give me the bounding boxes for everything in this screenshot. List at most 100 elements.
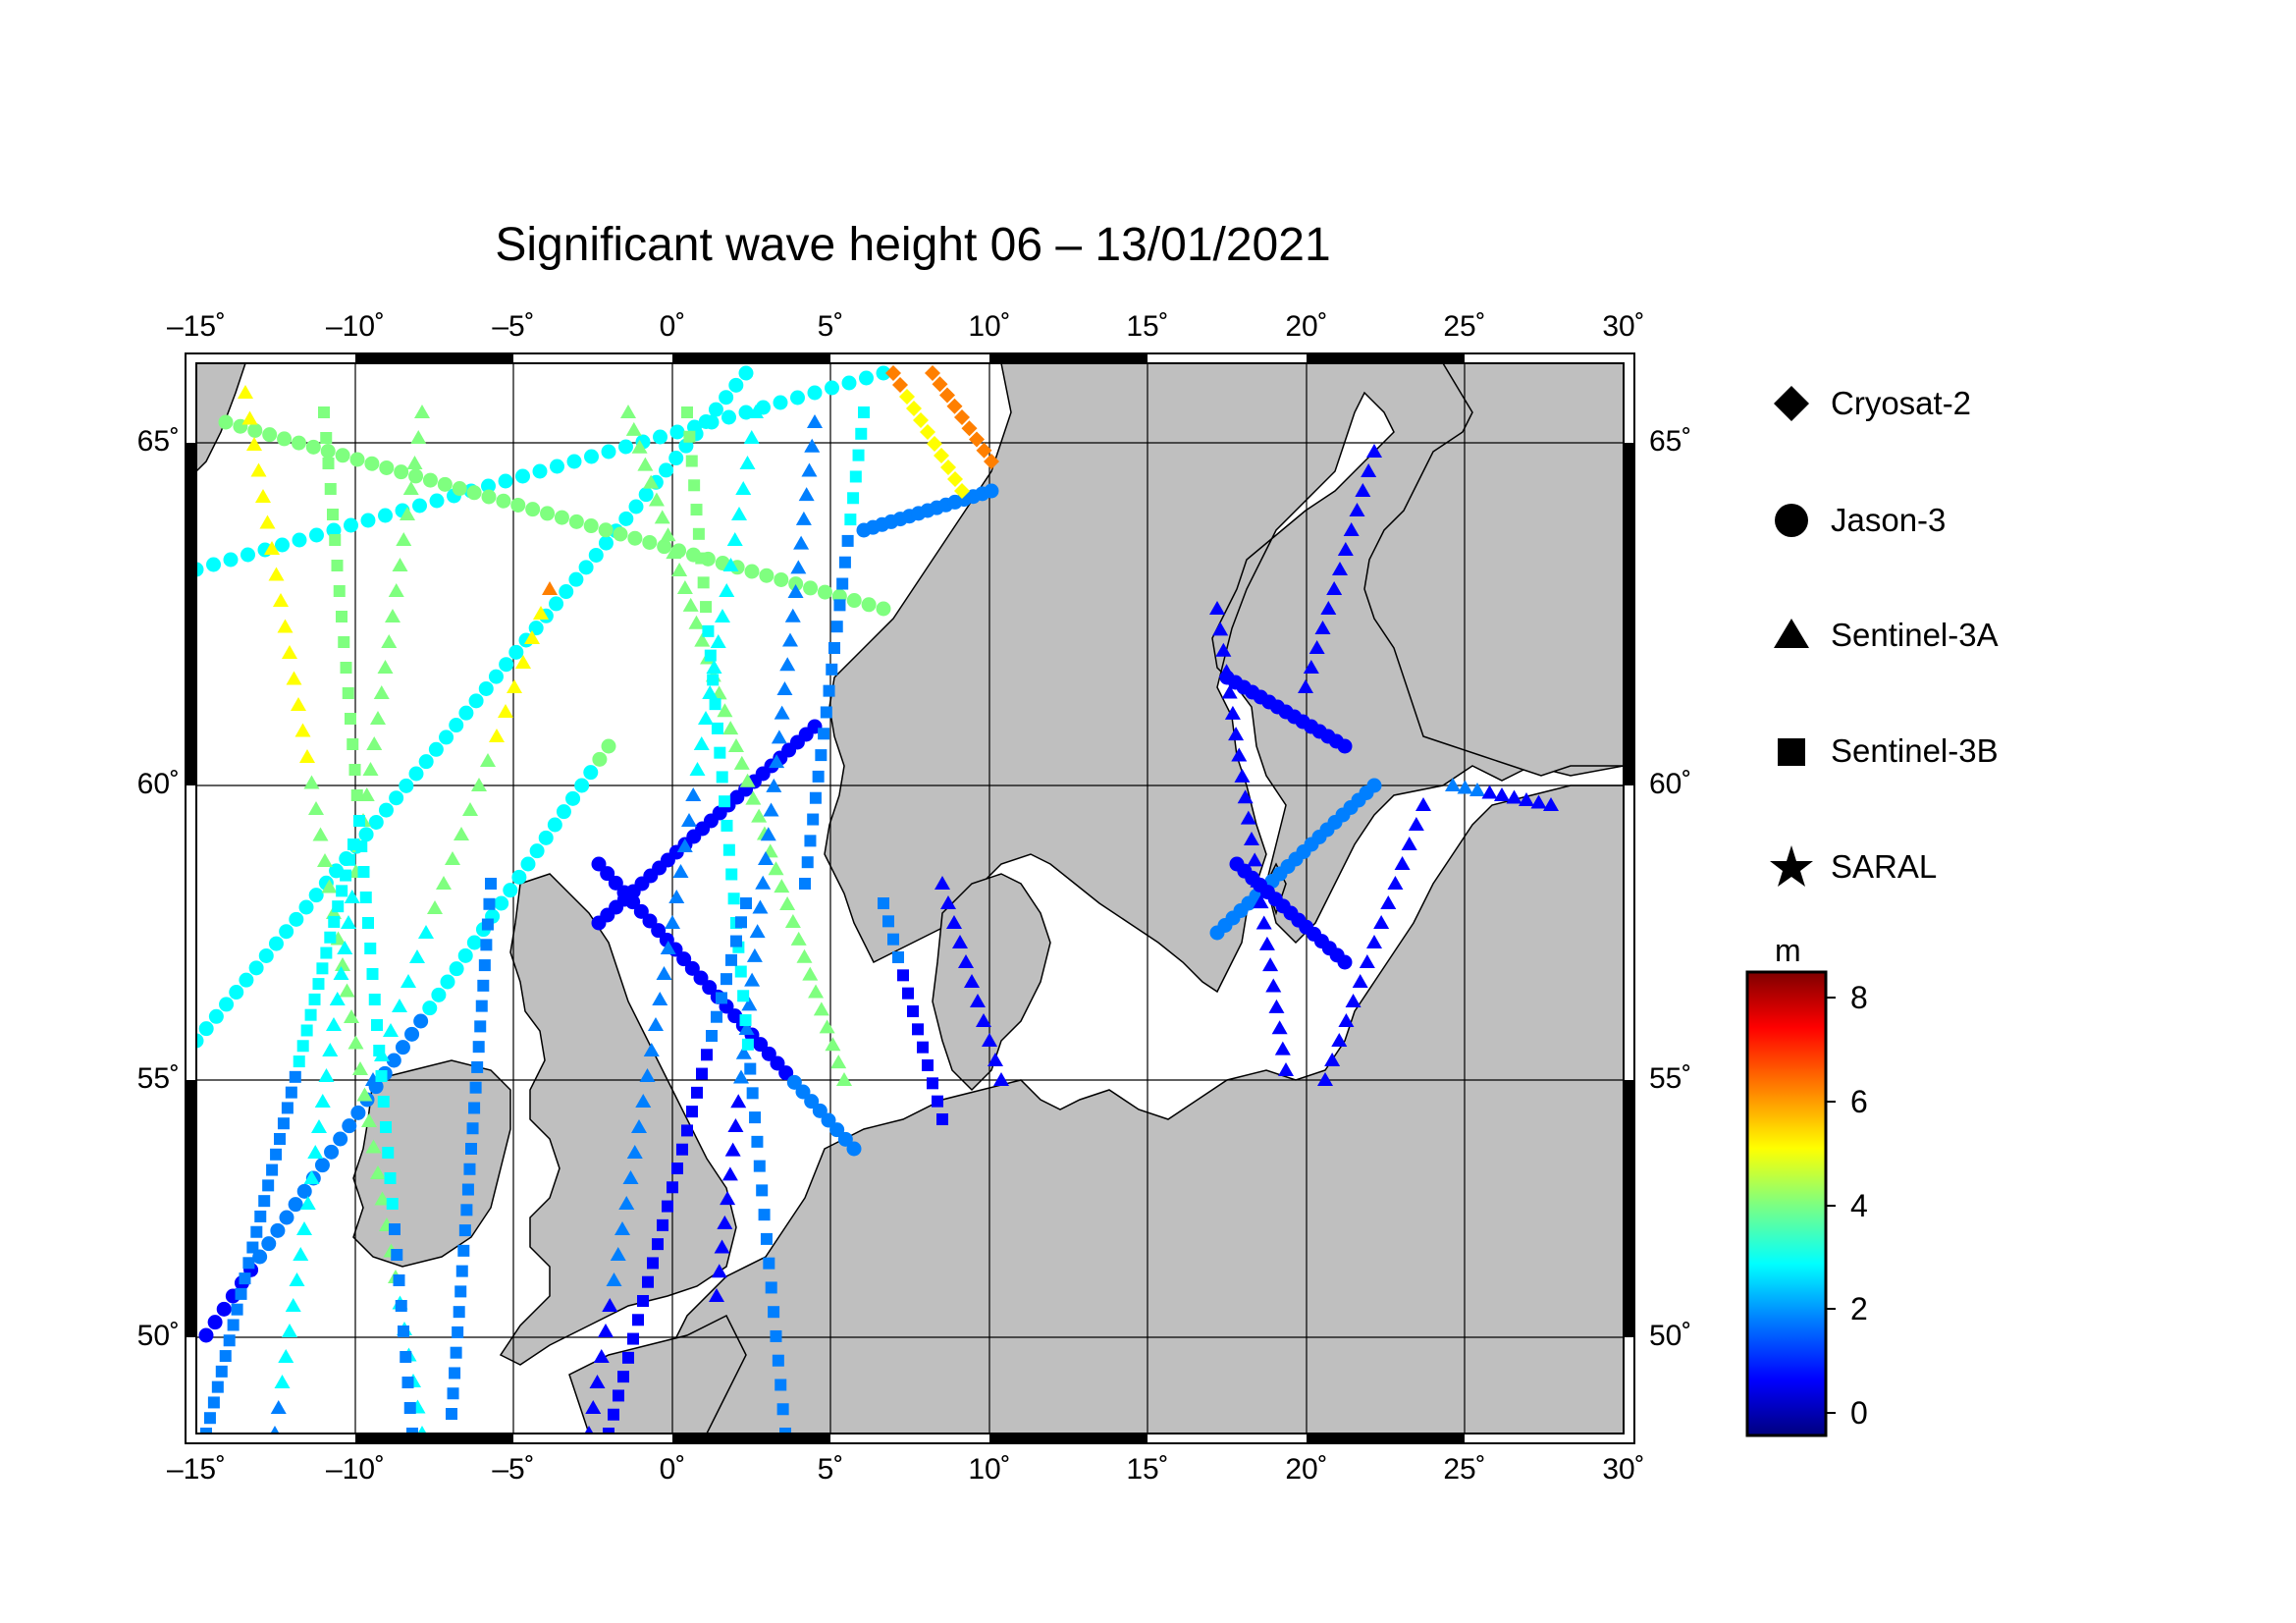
square-marker xyxy=(331,560,344,571)
triangle-marker xyxy=(660,527,676,542)
triangle-marker xyxy=(790,931,807,946)
square-marker xyxy=(642,1275,654,1288)
square-marker xyxy=(386,1198,399,1210)
circle-marker xyxy=(568,571,584,587)
circle-marker xyxy=(395,1040,410,1055)
triangle-marker xyxy=(610,1247,626,1261)
square-marker xyxy=(725,953,737,966)
square-marker xyxy=(696,1067,708,1080)
circle-marker xyxy=(360,513,376,528)
circle-marker xyxy=(488,669,504,684)
circle-marker xyxy=(529,843,545,859)
circle-marker xyxy=(583,518,599,534)
triangle-marker xyxy=(471,778,487,791)
triangle-marker xyxy=(830,1055,847,1069)
triangle-marker xyxy=(1408,817,1424,831)
square-marker xyxy=(637,1295,649,1307)
square-marker xyxy=(262,1179,275,1192)
triangle-marker xyxy=(666,545,682,560)
square-marker xyxy=(477,979,490,992)
square-marker xyxy=(852,449,865,461)
square-marker xyxy=(304,1008,317,1021)
triangle-marker xyxy=(648,1017,664,1031)
triangle-marker xyxy=(749,924,766,939)
colorbar-tick-2: 2 xyxy=(1850,1291,1868,1326)
triangle-marker xyxy=(758,851,774,865)
circle-marker xyxy=(298,899,314,915)
triangle-marker xyxy=(934,876,950,890)
square-marker xyxy=(223,1334,236,1347)
square-marker xyxy=(219,1350,232,1363)
triangle-marker xyxy=(940,895,956,909)
triangle-marker xyxy=(1415,797,1431,811)
square-marker xyxy=(289,1070,301,1083)
triangle-marker xyxy=(317,853,333,867)
triangle-marker xyxy=(689,762,706,776)
circle-marker xyxy=(588,547,604,563)
triangle-marker xyxy=(1209,601,1225,615)
square-marker xyxy=(393,1274,405,1286)
graticule xyxy=(196,363,1624,1434)
circle-marker xyxy=(206,557,221,572)
circle-marker xyxy=(841,375,857,391)
triangle-marker xyxy=(795,511,812,525)
circle-marker xyxy=(408,766,424,782)
square-marker xyxy=(741,1038,754,1051)
circle-marker xyxy=(1337,954,1353,970)
circle-marker xyxy=(821,1112,836,1128)
circle-marker xyxy=(708,402,723,417)
triangle-marker xyxy=(802,966,819,981)
triangle-marker xyxy=(819,1019,835,1034)
square-marker xyxy=(281,1102,294,1114)
triangle-marker xyxy=(768,861,784,876)
circle-marker xyxy=(261,1236,277,1252)
square-marker xyxy=(809,791,822,804)
circle-marker xyxy=(540,506,556,521)
triangle-marker xyxy=(668,890,685,903)
circle-marker xyxy=(279,924,294,940)
triangle-marker xyxy=(1298,679,1313,693)
square-marker xyxy=(887,933,899,946)
triangle-marker xyxy=(719,583,735,597)
square-marker xyxy=(779,1428,791,1434)
triangle-marker xyxy=(602,1298,618,1312)
diamond-marker xyxy=(969,431,985,448)
circle-marker xyxy=(422,472,438,488)
square-icon xyxy=(1778,738,1805,766)
square-marker xyxy=(772,1354,784,1367)
square-marker xyxy=(364,943,377,954)
circle-marker xyxy=(574,778,590,793)
circle-marker xyxy=(642,534,658,550)
circle-marker xyxy=(790,390,805,406)
triangle-marker xyxy=(694,632,711,647)
triangle-marker xyxy=(417,1426,427,1434)
square-marker xyxy=(472,1041,485,1054)
square-marker xyxy=(756,1184,769,1197)
triangle-marker xyxy=(726,532,743,546)
square-marker xyxy=(662,1200,673,1213)
triangle-marker xyxy=(1303,660,1319,674)
triangle-marker xyxy=(333,966,349,980)
triangle-marker xyxy=(631,1119,647,1133)
square-marker xyxy=(258,1195,271,1208)
circle-marker xyxy=(550,459,564,474)
legend-jason-label: Jason-3 xyxy=(1831,502,1947,538)
triangle-marker xyxy=(722,721,739,735)
triangle-marker xyxy=(1262,957,1279,972)
square-marker xyxy=(285,1086,297,1099)
square-marker xyxy=(730,935,742,947)
square-marker xyxy=(902,987,914,1000)
triangle-marker xyxy=(445,851,460,865)
triangle-marker xyxy=(620,405,636,418)
circle-marker xyxy=(498,473,513,489)
triangle-marker xyxy=(329,992,346,1005)
circle-marker xyxy=(326,522,342,538)
diamond-marker xyxy=(947,471,963,487)
circle-marker xyxy=(618,439,633,455)
square-marker xyxy=(446,1408,457,1420)
triangle-marker xyxy=(1224,705,1241,720)
triangle-icon xyxy=(1774,619,1809,648)
land-denmark xyxy=(932,873,1051,1092)
triangle-marker xyxy=(286,671,302,685)
triangle-marker xyxy=(402,481,419,495)
